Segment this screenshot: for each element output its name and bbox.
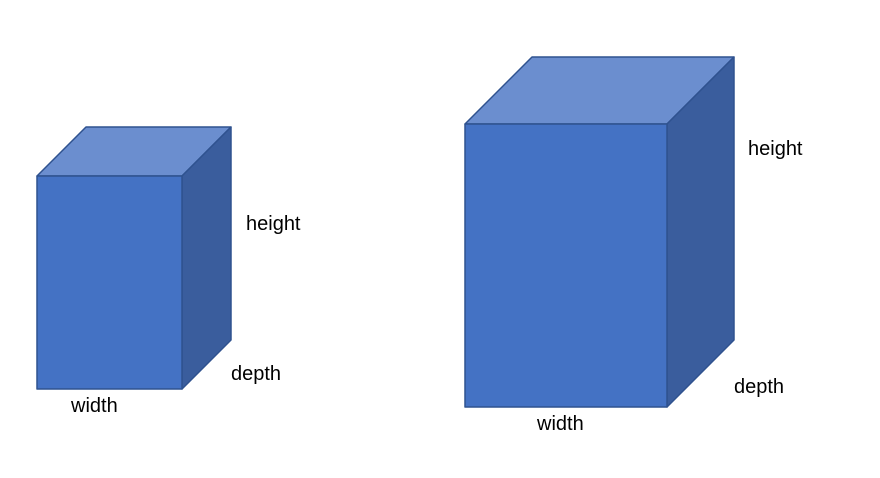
large-box-height-label: height	[748, 138, 803, 160]
large-box-depth-label: depth	[734, 376, 784, 398]
small-box-height-label: height	[246, 213, 301, 235]
large-box-width-label: width	[536, 413, 584, 435]
large-box-front-face	[464, 123, 668, 408]
small-box-front-face	[36, 175, 183, 390]
small-box-width-label: width	[70, 395, 118, 417]
large-box: height depth width	[464, 56, 803, 435]
small-box: height depth width	[36, 126, 301, 417]
small-box-depth-label: depth	[231, 363, 281, 385]
